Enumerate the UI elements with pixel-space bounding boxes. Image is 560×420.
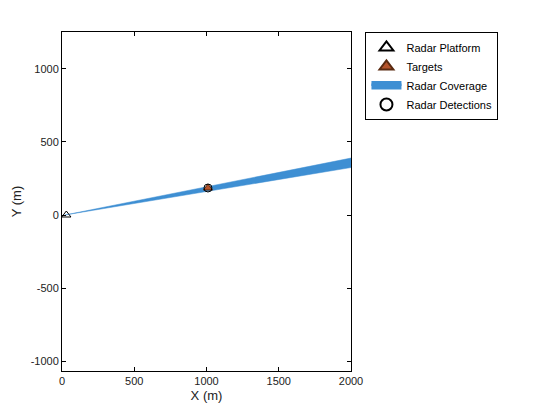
svg-text:1500: 1500 (267, 375, 291, 387)
svg-text:1000: 1000 (194, 375, 218, 387)
svg-text:Radar Platform: Radar Platform (406, 42, 480, 54)
svg-text:0: 0 (59, 375, 65, 387)
svg-text:Radar Detections: Radar Detections (406, 99, 491, 111)
svg-text:500: 500 (125, 375, 143, 387)
svg-text:-500: -500 (37, 282, 59, 294)
svg-text:0: 0 (53, 209, 59, 221)
svg-text:2000: 2000 (339, 375, 363, 387)
svg-text:1000: 1000 (34, 63, 58, 75)
svg-text:Y (m): Y (m) (9, 186, 24, 218)
svg-text:500: 500 (40, 136, 58, 148)
svg-text:-1000: -1000 (31, 355, 59, 367)
svg-text:Radar Coverage: Radar Coverage (406, 80, 487, 92)
svg-text:X (m): X (m) (191, 388, 223, 403)
svg-text:Targets: Targets (406, 61, 443, 73)
